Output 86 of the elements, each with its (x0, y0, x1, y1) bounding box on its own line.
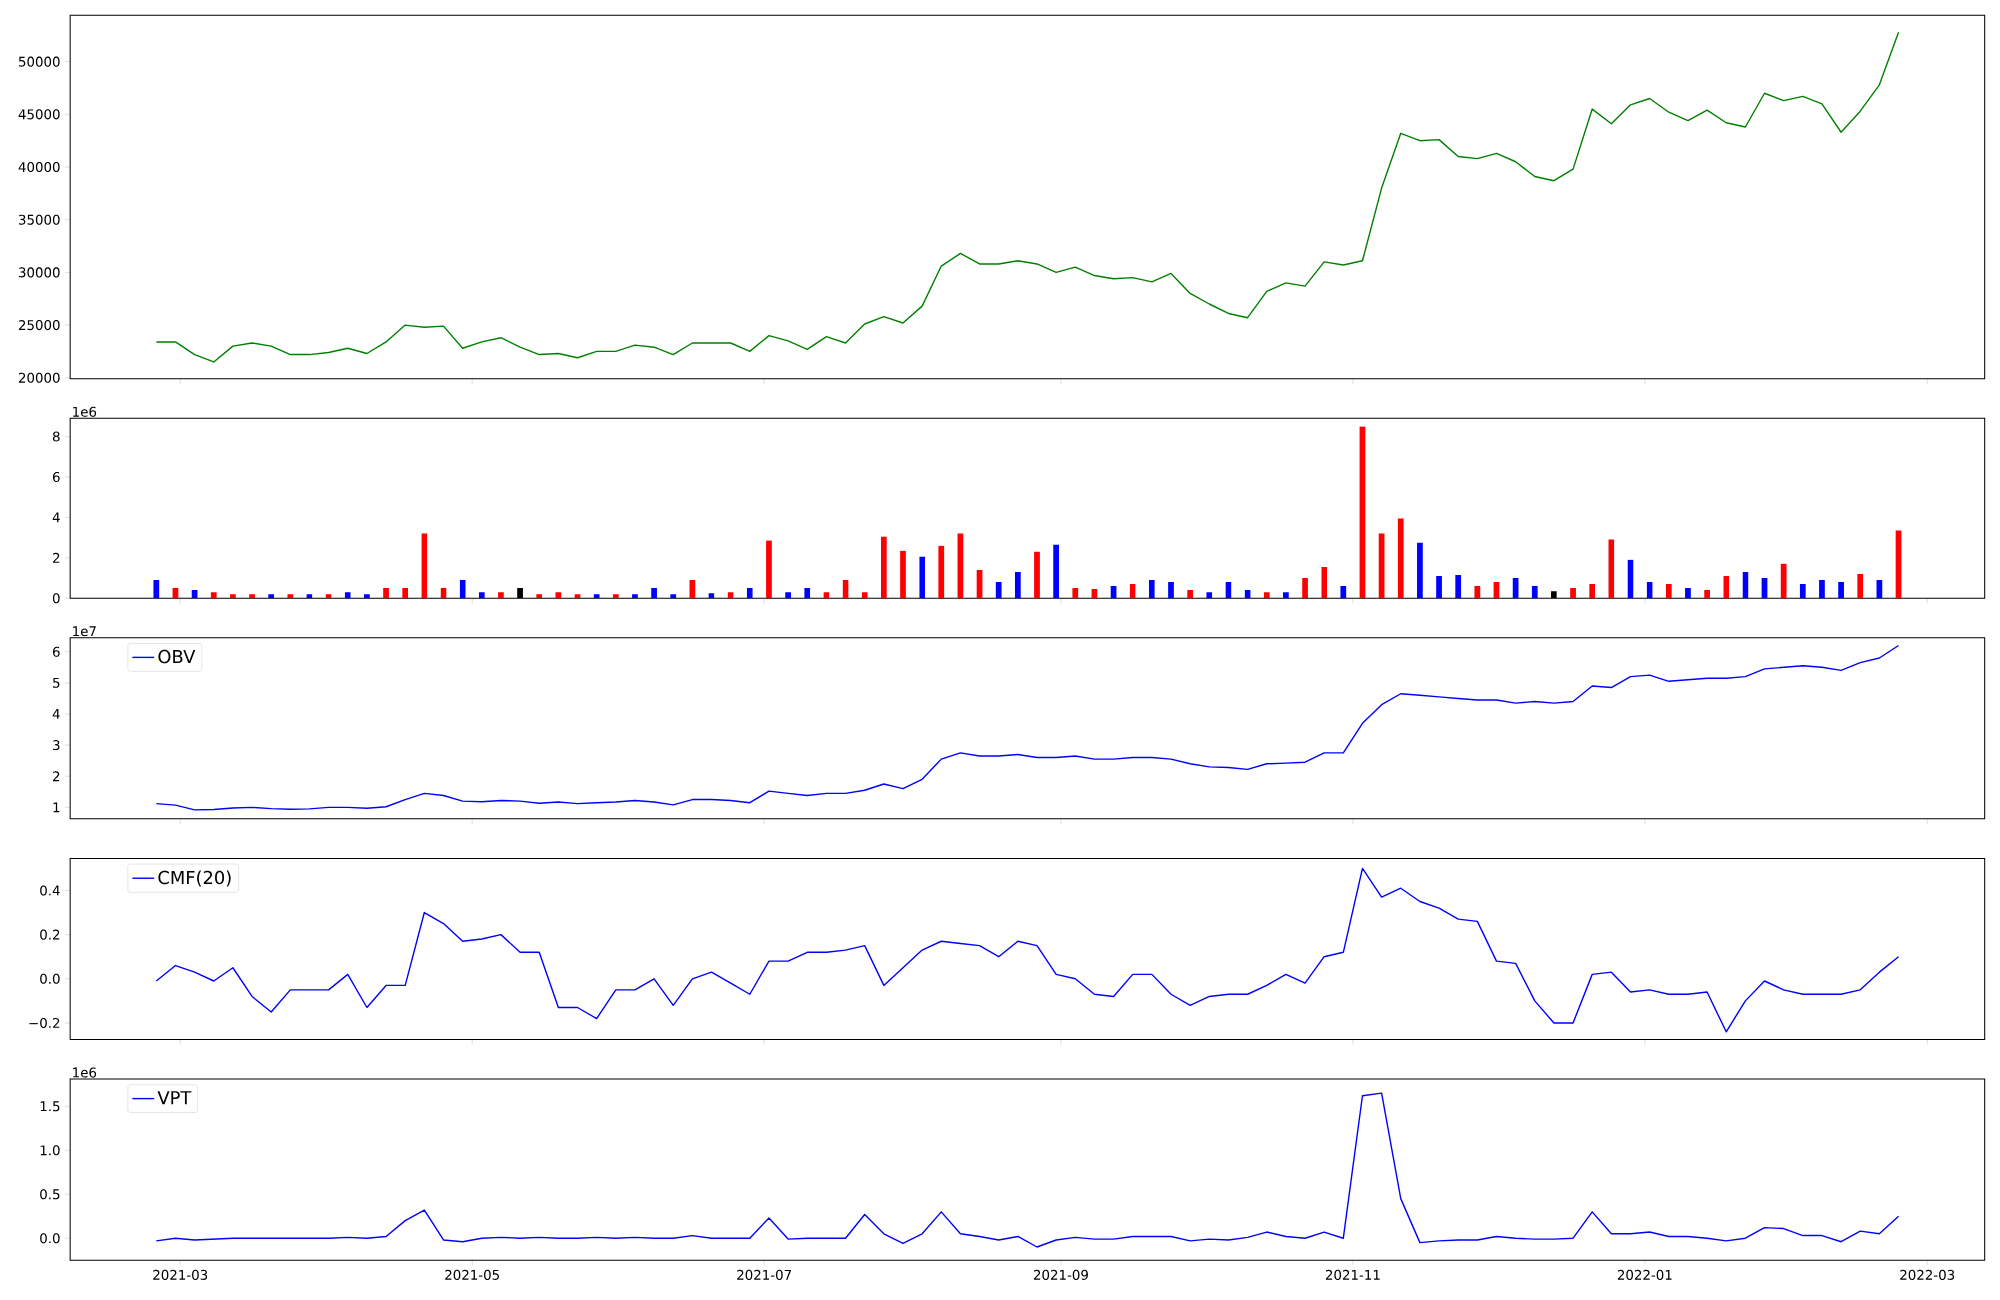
y-tick-label: 0.5 (40, 1189, 60, 1200)
bar (612, 594, 619, 599)
bar (1780, 563, 1787, 599)
bar (632, 594, 638, 599)
bar (287, 594, 294, 599)
bar (1474, 586, 1481, 599)
bar (1397, 518, 1404, 599)
bar (1436, 576, 1442, 599)
y-tick-label: 5 (53, 678, 60, 688)
y-tick-label: 35000 (18, 214, 60, 225)
y-tick-label: 25000 (18, 320, 60, 331)
bar (1685, 588, 1691, 599)
legend-label: OBV (158, 649, 196, 664)
bar (861, 592, 868, 599)
bar (670, 594, 677, 599)
x-tick-label: 2021-11 (1325, 1269, 1380, 1281)
text: 1e7 (73, 626, 96, 637)
x-tick-label: 2021-07 (737, 1269, 791, 1281)
x-tick-label: 2022-01 (1617, 1269, 1672, 1281)
y-tick-label: 0.0 (40, 973, 60, 984)
legend-label: VPT (157, 1091, 192, 1105)
y-tick-label: 0.4 (40, 885, 60, 896)
bar (1665, 584, 1672, 599)
y-tick-label: 40000 (18, 162, 60, 173)
bar (593, 594, 600, 599)
bar (1417, 542, 1423, 599)
bar (1531, 586, 1538, 599)
bar (995, 582, 1002, 599)
bar (1570, 588, 1576, 599)
bar (1799, 584, 1806, 599)
bar (210, 592, 217, 599)
y-tick-label: 3 (53, 740, 60, 751)
bar (1187, 590, 1194, 599)
x-tick-label: 2021-05 (445, 1269, 499, 1281)
bar (938, 545, 945, 599)
bar (268, 594, 275, 599)
bar (1589, 584, 1596, 599)
bar (1455, 575, 1462, 599)
y-tick-label: 1 (53, 802, 60, 813)
bar (249, 594, 255, 599)
y-tick-label: 4 (52, 709, 60, 719)
y-tick-label: 6 (52, 472, 60, 483)
bar (1168, 582, 1174, 599)
y-tick-label: 0.0 (40, 1233, 60, 1244)
bar (153, 580, 160, 599)
bar (364, 594, 370, 599)
bar (766, 540, 772, 599)
legend-label: CMF(20) (158, 870, 231, 887)
bar (555, 592, 562, 599)
y-tick-label: 45000 (18, 109, 60, 120)
bar (1838, 582, 1844, 599)
bar (383, 588, 389, 599)
text: 1e6 (73, 1067, 97, 1078)
bar (536, 594, 543, 599)
y-tick-label: 1.5 (40, 1101, 60, 1112)
y-tick-label: 0.2 (40, 929, 60, 940)
bar (1072, 588, 1079, 599)
y-tick-label: 4 (52, 512, 60, 523)
bar (478, 592, 485, 599)
bar (1283, 592, 1289, 599)
y-tick-label: 1.0 (40, 1145, 60, 1156)
y-tick-label: 0 (52, 593, 60, 604)
x-tick-label: 2021-09 (1033, 1269, 1088, 1281)
y-tick-label: −0.2 (29, 1018, 60, 1029)
bar (1819, 580, 1825, 599)
bar (1053, 544, 1060, 599)
bar (459, 580, 466, 599)
y-tick-label: 8 (52, 431, 60, 442)
bar (1263, 592, 1270, 599)
y-tick-label: 6 (52, 646, 60, 657)
y-tick-label: 30000 (18, 267, 60, 278)
bar (785, 592, 791, 599)
bar (1340, 586, 1347, 599)
bar (1014, 572, 1021, 599)
x-tick-label: 2021-03 (153, 1269, 208, 1281)
y-tick-label: 2 (53, 771, 60, 782)
bar (651, 588, 657, 599)
bar (880, 536, 887, 599)
y-tick-label: 20000 (18, 372, 60, 383)
y-tick-label: 50000 (18, 56, 60, 67)
text: 1e6 (73, 406, 97, 417)
bar (1857, 574, 1864, 599)
bar (230, 594, 236, 599)
bar (1034, 551, 1040, 599)
y-tick-label: 2 (53, 552, 60, 563)
x-tick-label: 2022-03 (1900, 1269, 1955, 1281)
